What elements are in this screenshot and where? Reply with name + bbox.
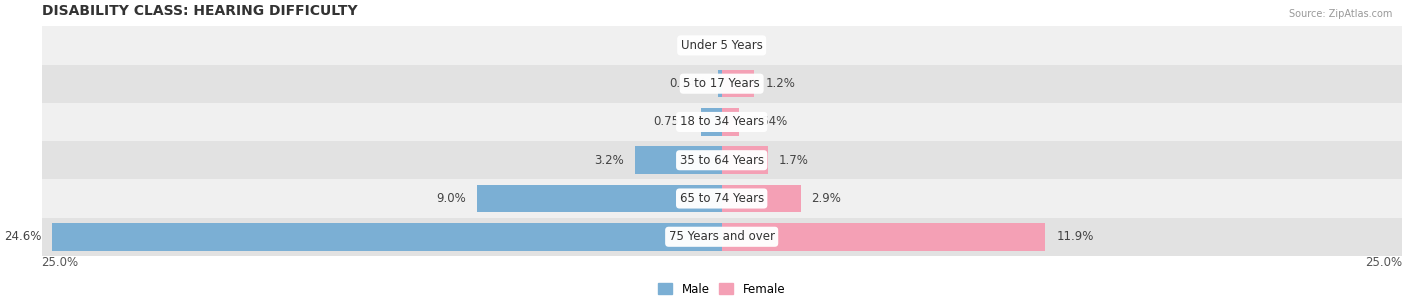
Text: 0.0%: 0.0% (733, 39, 762, 52)
Bar (42, 103, 1402, 141)
Bar (42, 218, 1402, 256)
Bar (477, 185, 721, 212)
Bar (718, 70, 721, 97)
Text: Under 5 Years: Under 5 Years (681, 39, 762, 52)
Text: 0.0%: 0.0% (681, 39, 711, 52)
Bar (721, 108, 740, 136)
Text: 0.64%: 0.64% (749, 115, 787, 129)
Text: 65 to 74 Years: 65 to 74 Years (679, 192, 763, 205)
Bar (52, 223, 721, 251)
Text: 0.75%: 0.75% (654, 115, 690, 129)
Text: Source: ZipAtlas.com: Source: ZipAtlas.com (1288, 9, 1392, 19)
Text: 24.6%: 24.6% (4, 230, 42, 243)
Text: 75 Years and over: 75 Years and over (669, 230, 775, 243)
Text: 5 to 17 Years: 5 to 17 Years (683, 77, 761, 90)
Text: 3.2%: 3.2% (593, 154, 624, 167)
Text: 25.0%: 25.0% (42, 256, 79, 269)
Bar (702, 108, 721, 136)
Legend: Male, Female: Male, Female (654, 278, 790, 300)
Bar (721, 185, 800, 212)
Bar (721, 223, 1046, 251)
Text: 11.9%: 11.9% (1056, 230, 1094, 243)
Text: DISABILITY CLASS: HEARING DIFFICULTY: DISABILITY CLASS: HEARING DIFFICULTY (42, 4, 357, 18)
Bar (721, 70, 755, 97)
Bar (634, 147, 721, 174)
Text: 18 to 34 Years: 18 to 34 Years (679, 115, 763, 129)
Text: 2.9%: 2.9% (811, 192, 841, 205)
Bar (42, 65, 1402, 103)
Text: 1.2%: 1.2% (765, 77, 794, 90)
Text: 9.0%: 9.0% (436, 192, 465, 205)
Bar (42, 26, 1402, 65)
Bar (721, 147, 768, 174)
Text: 25.0%: 25.0% (1365, 256, 1402, 269)
Text: 0.14%: 0.14% (669, 77, 707, 90)
Text: 35 to 64 Years: 35 to 64 Years (679, 154, 763, 167)
Bar (42, 179, 1402, 218)
Text: 1.7%: 1.7% (779, 154, 808, 167)
Bar (42, 141, 1402, 179)
